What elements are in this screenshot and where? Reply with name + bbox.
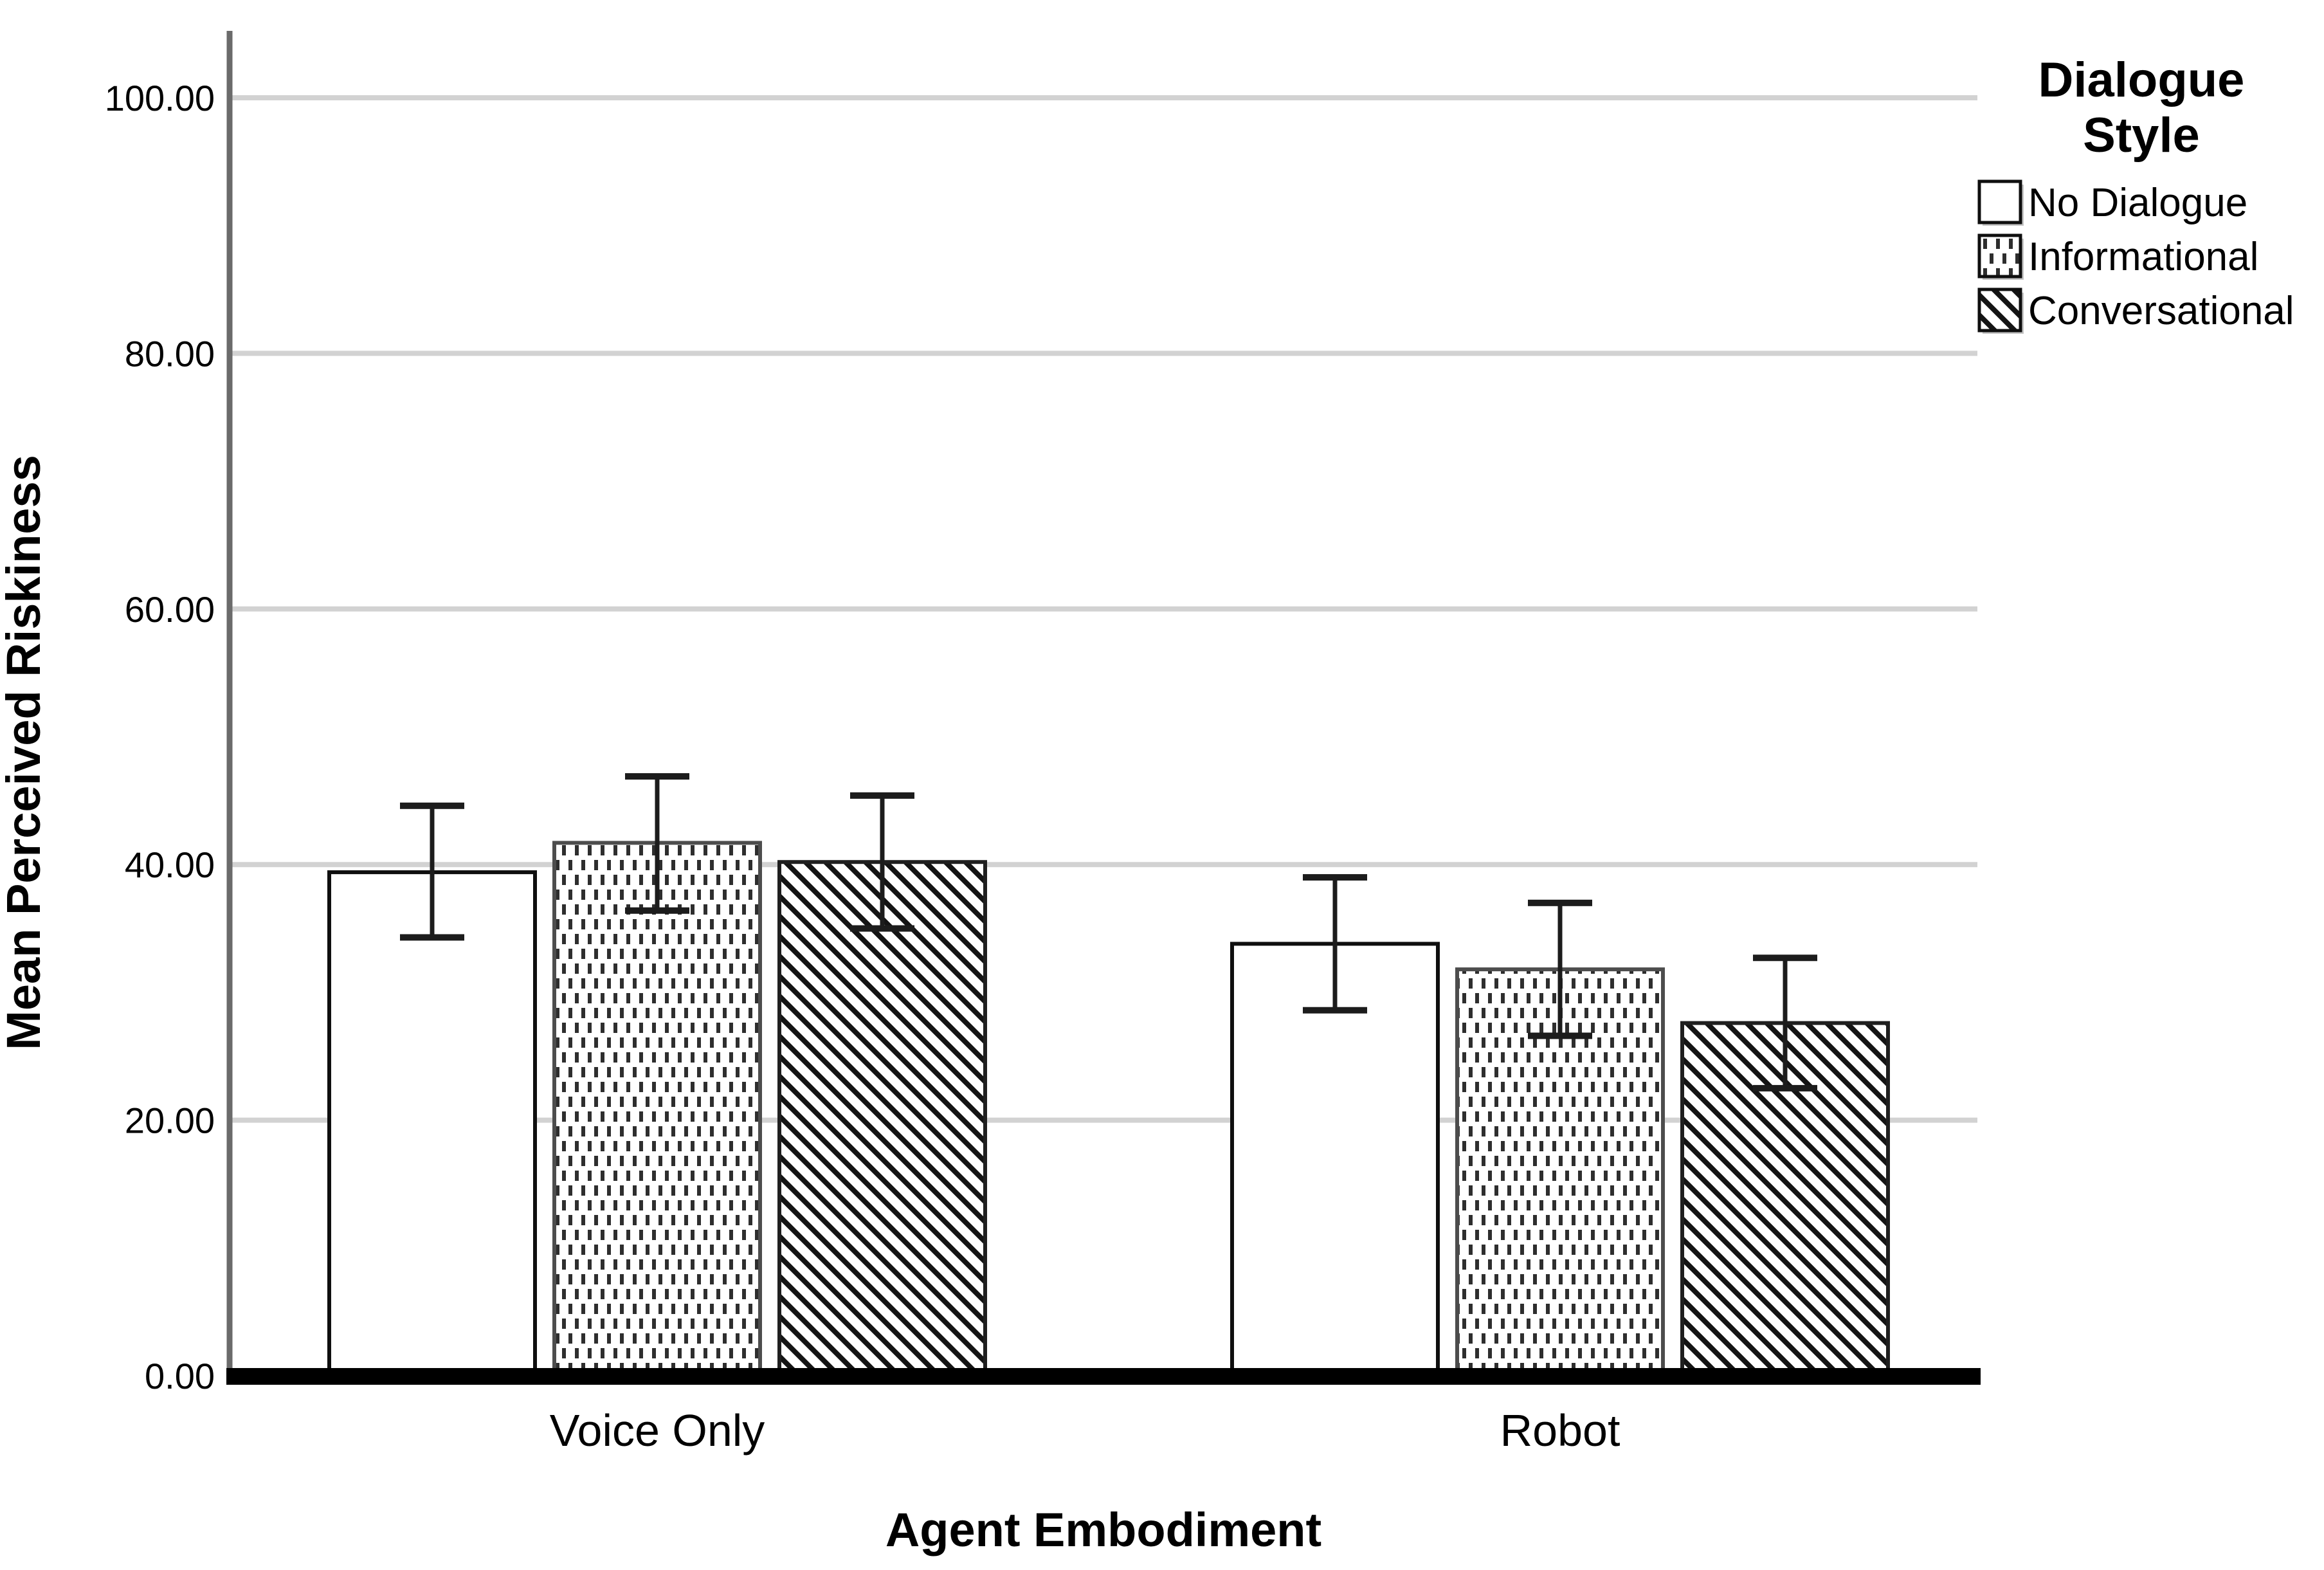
y-tick-label-80: 80.00: [125, 333, 215, 374]
legend-item-label-conversational: Conversational: [2028, 289, 2294, 333]
error-bar-cap-lower: [625, 907, 689, 914]
bar-voice-only-conversational: [777, 860, 987, 1373]
legend-items: No Dialogue Informational Conversational: [1977, 179, 2294, 334]
error-bar-cap-upper: [400, 802, 464, 809]
y-tick-label-60: 60.00: [125, 589, 215, 630]
y-tick-label-100: 100.00: [105, 78, 215, 118]
x-category-label-robot: Robot: [1500, 1405, 1620, 1456]
legend: Dialogue Style No Dialogue Informational C…: [1977, 53, 2294, 334]
y-tick-label-0: 0.00: [145, 1356, 215, 1396]
error-bar-cap-lower: [400, 934, 464, 941]
x-category-labels: Voice Only Robot: [550, 1405, 1620, 1456]
error-bar-cap-upper: [1303, 874, 1367, 881]
bar-robot-no-dialogue: [1230, 942, 1440, 1374]
error-bar-cap-lower: [850, 925, 914, 932]
error-bars: [400, 773, 1817, 1091]
legend-item-label-informational: Informational: [2028, 235, 2258, 279]
legend-title-line2: Style: [2083, 108, 2200, 163]
y-axis-title: Mean Perceived Riskiness: [0, 455, 50, 1050]
bar-voice-only-informational: [552, 841, 762, 1373]
x-axis-line: [226, 1368, 1981, 1385]
y-tick-labels: 0.00 20.00 40.00 60.00 80.00 100.00: [105, 78, 215, 1396]
y-tick-label-20: 20.00: [125, 1100, 215, 1141]
y-tick-label-40: 40.00: [125, 844, 215, 885]
legend-swatch-conversational: [1977, 288, 2022, 333]
legend-swatch-informational: [1977, 233, 2022, 278]
x-category-label-voice-only: Voice Only: [550, 1405, 765, 1456]
error-bar-cap-upper: [625, 773, 689, 780]
error-bar-cap-upper: [1753, 954, 1817, 962]
legend-swatch-no-dialogue: [1977, 179, 2022, 224]
error-bar-cap-lower: [1753, 1084, 1817, 1091]
legend-item-label-no-dialogue: No Dialogue: [2028, 181, 2247, 225]
bar-voice-only-no-dialogue: [327, 870, 537, 1373]
error-bar-cap-upper: [850, 792, 914, 799]
legend-title-line1: Dialogue: [2038, 53, 2245, 107]
x-axis-title: Agent Embodiment: [885, 1503, 1321, 1556]
bars: [327, 841, 1890, 1374]
error-bar-cap-upper: [1528, 899, 1592, 906]
error-bar-cap-lower: [1528, 1032, 1592, 1039]
error-bar-cap-lower: [1303, 1007, 1367, 1014]
